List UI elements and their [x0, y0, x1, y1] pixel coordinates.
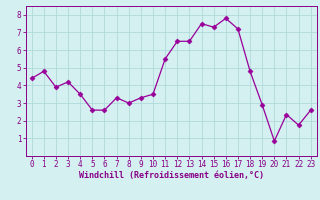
X-axis label: Windchill (Refroidissement éolien,°C): Windchill (Refroidissement éolien,°C): [79, 171, 264, 180]
